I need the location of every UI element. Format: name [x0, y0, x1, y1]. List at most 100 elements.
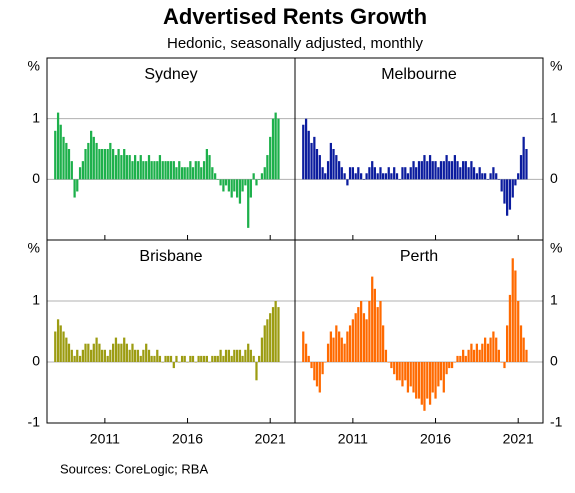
bar	[59, 325, 62, 362]
bar	[92, 136, 95, 180]
bar	[409, 362, 412, 387]
bar	[54, 331, 57, 362]
bar	[100, 349, 104, 362]
bar	[395, 173, 399, 180]
bar	[343, 173, 346, 180]
bar	[158, 355, 162, 362]
bar	[514, 179, 517, 186]
bar	[233, 179, 236, 192]
bar	[133, 155, 137, 180]
bar	[497, 179, 500, 180]
bar	[103, 149, 106, 180]
x-tick-label: 2016	[172, 431, 203, 447]
bar	[420, 161, 423, 180]
bar	[302, 124, 305, 180]
bar	[236, 179, 239, 198]
bar	[381, 325, 385, 362]
source-note: Sources: CoreLogic; RBA	[60, 461, 208, 476]
bar	[365, 319, 368, 362]
bar	[109, 349, 112, 362]
bar	[147, 155, 151, 180]
bar	[147, 349, 151, 362]
bar	[426, 362, 429, 399]
bar	[131, 343, 134, 362]
bar	[202, 161, 206, 180]
bar	[244, 349, 247, 362]
bar	[247, 179, 250, 228]
bar	[178, 362, 181, 363]
bar	[313, 136, 316, 180]
bar	[517, 173, 520, 180]
bar	[448, 362, 451, 369]
bar	[247, 343, 250, 362]
bar	[200, 167, 203, 180]
bar	[87, 142, 90, 180]
bar	[172, 362, 175, 369]
bar	[263, 167, 266, 180]
bar	[257, 355, 261, 362]
bar	[340, 337, 343, 362]
bar	[393, 362, 396, 375]
bar	[326, 343, 330, 362]
bar	[489, 337, 492, 362]
bar	[214, 173, 217, 180]
bar	[481, 343, 484, 362]
bar	[191, 167, 195, 180]
bar	[315, 149, 319, 180]
bar	[478, 349, 481, 362]
bar	[125, 155, 128, 180]
bar	[428, 362, 432, 405]
bar	[54, 130, 57, 180]
bar	[321, 167, 324, 180]
bar	[214, 355, 217, 362]
bar	[269, 136, 272, 180]
bar	[321, 362, 324, 375]
bar	[517, 301, 520, 362]
bar	[307, 355, 310, 362]
bar	[84, 343, 87, 362]
bar	[67, 343, 71, 362]
bar	[81, 349, 85, 362]
x-tick-label: 2021	[255, 431, 286, 447]
bar	[376, 173, 379, 180]
bar	[464, 355, 467, 362]
bar	[508, 294, 512, 362]
bar	[169, 161, 173, 180]
panel-title: Brisbane	[139, 248, 202, 265]
bar	[329, 331, 333, 362]
bar	[70, 161, 73, 180]
y-unit-label: %	[28, 58, 40, 74]
bar	[431, 362, 434, 393]
bar	[153, 161, 156, 180]
bar	[156, 349, 159, 362]
bar	[459, 355, 462, 362]
y-tick-label: 0	[32, 353, 40, 369]
bar	[139, 155, 142, 180]
bar	[158, 155, 162, 180]
bar	[103, 349, 106, 362]
bar	[114, 337, 118, 362]
bar	[274, 112, 277, 180]
bar	[227, 179, 230, 192]
bar	[393, 167, 396, 180]
bar	[434, 362, 437, 399]
bar	[373, 167, 376, 180]
bar	[390, 362, 393, 369]
bar	[313, 362, 316, 381]
bar	[332, 149, 335, 180]
panel-title: Melbourne	[381, 66, 457, 83]
bar	[412, 161, 415, 180]
panel-frame	[46, 57, 296, 241]
bar	[525, 149, 528, 180]
bar	[525, 349, 528, 362]
bar	[271, 307, 275, 362]
bar	[362, 313, 366, 362]
bar	[95, 142, 98, 180]
bar	[404, 362, 407, 381]
bar	[100, 149, 104, 180]
bar	[112, 149, 115, 180]
bar	[98, 343, 101, 362]
bar	[81, 161, 85, 180]
bar	[412, 362, 415, 393]
bar	[415, 167, 418, 180]
